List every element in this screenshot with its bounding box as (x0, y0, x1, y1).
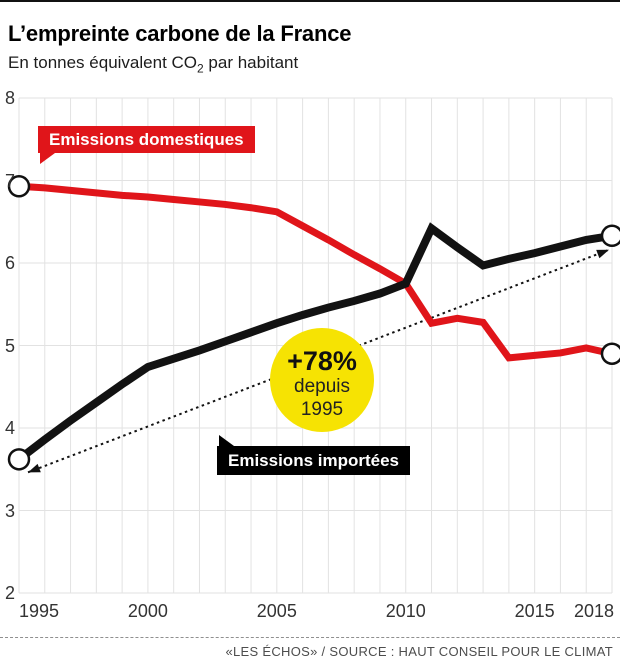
growth-badge-line3: 1995 (300, 399, 344, 420)
y-tick-label: 6 (5, 253, 16, 273)
page-title: L’empreinte carbone de la France (8, 21, 352, 46)
x-tick-label: 2010 (385, 601, 426, 621)
series-label-imported-text: Emissions importées (228, 451, 400, 470)
x-tick-label: 2018 (573, 601, 615, 621)
endpoint-marker (600, 224, 620, 248)
series-label-domestic: Emissions domestiques (38, 126, 255, 164)
y-tick-label: 2 (5, 583, 16, 603)
growth-arrow-line (27, 248, 610, 474)
y-tick-label: 4 (5, 418, 16, 438)
y-tick-label: 5 (5, 335, 16, 356)
endpoint-marker (7, 175, 31, 198)
y-tick-label: 7 (5, 170, 16, 191)
x-tick-label: 2005 (256, 601, 297, 621)
growth-badge-value: +78% (287, 346, 357, 376)
source-text: «LES ÉCHOS» / SOURCE : HAUT CONSEIL POUR… (225, 644, 613, 659)
growth-arrowhead-start (28, 463, 41, 473)
series-label-domestic-text: Emissions domestiques (49, 130, 244, 149)
growth-badge-line2: depuis (294, 376, 350, 397)
subtitle-subscript: 2 (197, 61, 204, 76)
growth-badge: +78% depuis 1995 (270, 328, 374, 432)
endpoint-marker (600, 342, 620, 365)
x-tick-label: 2000 (127, 601, 168, 621)
series-label-imported: Emissions importées (217, 435, 411, 475)
x-tick-label: 2015 (514, 601, 555, 621)
x-tick-label: 1995 (18, 601, 60, 621)
source-footer: «LES ÉCHOS» / SOURCE : HAUT CONSEIL POUR… (0, 637, 620, 659)
y-tick-label: 8 (5, 88, 16, 108)
top-border (0, 0, 620, 2)
growth-arrowhead-end (596, 249, 609, 259)
endpoint-marker (7, 448, 31, 471)
subtitle-suffix: par habitant (203, 53, 299, 72)
series-line-domestic (18, 182, 613, 362)
subtitle-text: En tonnes équivalent CO (8, 53, 198, 72)
series-line-imported (16, 222, 613, 463)
y-tick-label: 3 (5, 500, 16, 521)
chart-subtitle: En tonnes équivalent CO2 par habitant (8, 53, 298, 75)
